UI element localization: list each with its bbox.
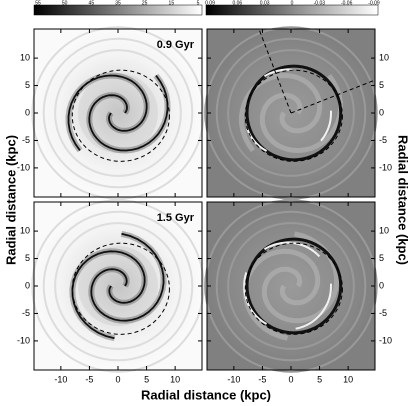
ring (227, 49, 355, 177)
y-tick-label: -5 (379, 135, 387, 145)
ring (42, 210, 194, 362)
ring (204, 199, 378, 373)
colorbar-tick-label: 0 (291, 0, 294, 6)
colorbar-tick-label: -0.03 (314, 0, 326, 6)
dashed-circle (71, 69, 170, 162)
y-tick-label: 5 (25, 80, 30, 90)
y-tick-label: 10 (20, 225, 30, 235)
colorbar-tick-label: 5 (197, 0, 200, 6)
panel-label: 0.9 Gyr (157, 39, 195, 51)
ring (54, 49, 182, 177)
y-tick-label: 10 (379, 52, 389, 62)
colorbar-tick-label: 15 (169, 0, 175, 6)
y-tick-label: 5 (379, 80, 384, 90)
ring (227, 222, 355, 350)
y-tick-label: -5 (22, 135, 30, 145)
x-tick-label: -10 (54, 374, 67, 384)
y-tick-label: 5 (379, 253, 384, 263)
disk-glow (78, 246, 158, 326)
colorbar-tick-label: -0.06 (341, 0, 353, 6)
colorbar-tick-label: 55 (35, 0, 41, 6)
ring (215, 210, 367, 362)
x-axis-label: Radial distance (kpc) (141, 387, 271, 402)
y-tick-label: -10 (379, 162, 392, 172)
colorbar-tick-label: 0.03 (260, 0, 270, 6)
colorbar-tick-label: 50 (62, 0, 68, 6)
spiral-arm (261, 231, 340, 324)
x-tick-label: 10 (343, 374, 353, 384)
ring (54, 222, 182, 350)
guide-line (290, 79, 376, 114)
y-tick-label: 0 (25, 107, 30, 117)
spiral-arm (88, 74, 169, 152)
x-tick-label: -10 (227, 374, 240, 384)
dashed-circle (244, 69, 343, 162)
ring (42, 37, 194, 189)
y-tick-label: -5 (22, 308, 30, 318)
y-tick-label: 0 (25, 280, 30, 290)
x-tick-label: -5 (85, 374, 93, 384)
y-tick-label: 5 (25, 253, 30, 263)
ring-dark (245, 237, 343, 335)
colorbar-tick-label: 0.06 (232, 0, 242, 6)
ring-light (243, 68, 333, 158)
y-tick-label: -5 (379, 308, 387, 318)
panel-label: 1.5 Gyr (157, 212, 195, 224)
ring (31, 26, 205, 200)
disk-glow (78, 73, 158, 153)
spiral-arm (67, 74, 148, 152)
y-tick-label: 0 (379, 280, 384, 290)
dashed-circle (71, 242, 170, 335)
colorbar-right (205, 4, 379, 16)
colorbar-tick-label: 45 (89, 0, 95, 6)
panel-image (207, 202, 375, 370)
colorbar-tick-label: -0.09 (368, 0, 380, 6)
x-tick-label: 0 (288, 374, 293, 384)
ring (215, 37, 367, 189)
x-tick-label: -5 (258, 374, 266, 384)
dashed-circle (244, 242, 343, 335)
y-tick-label: -10 (17, 162, 30, 172)
guide-line (259, 30, 292, 114)
y-axis-label: Radial distance (kpc) (396, 135, 411, 265)
ring (204, 26, 378, 200)
x-tick-label: 5 (317, 374, 322, 384)
y-tick-label: 10 (20, 52, 30, 62)
y-tick-label: -10 (379, 335, 392, 345)
x-tick-label: 0 (115, 374, 120, 384)
ring-light (243, 241, 333, 331)
colorbar-tick-label: 25 (142, 0, 148, 6)
y-tick-label: 10 (379, 225, 389, 235)
colorbar-tick-label: 35 (115, 0, 121, 6)
ring-dark (245, 64, 343, 162)
x-tick-label: 10 (170, 374, 180, 384)
colorbar-tick-label: 0.09 (205, 0, 215, 6)
x-tick-label: 5 (144, 374, 149, 384)
y-axis-label: Radial distance (kpc) (3, 135, 18, 265)
colorbar-left (33, 4, 203, 16)
y-tick-label: -10 (17, 335, 30, 345)
y-tick-label: 0 (379, 107, 384, 117)
spiral-arm (90, 232, 165, 322)
spiral-arm (259, 74, 344, 154)
ring (31, 199, 205, 373)
